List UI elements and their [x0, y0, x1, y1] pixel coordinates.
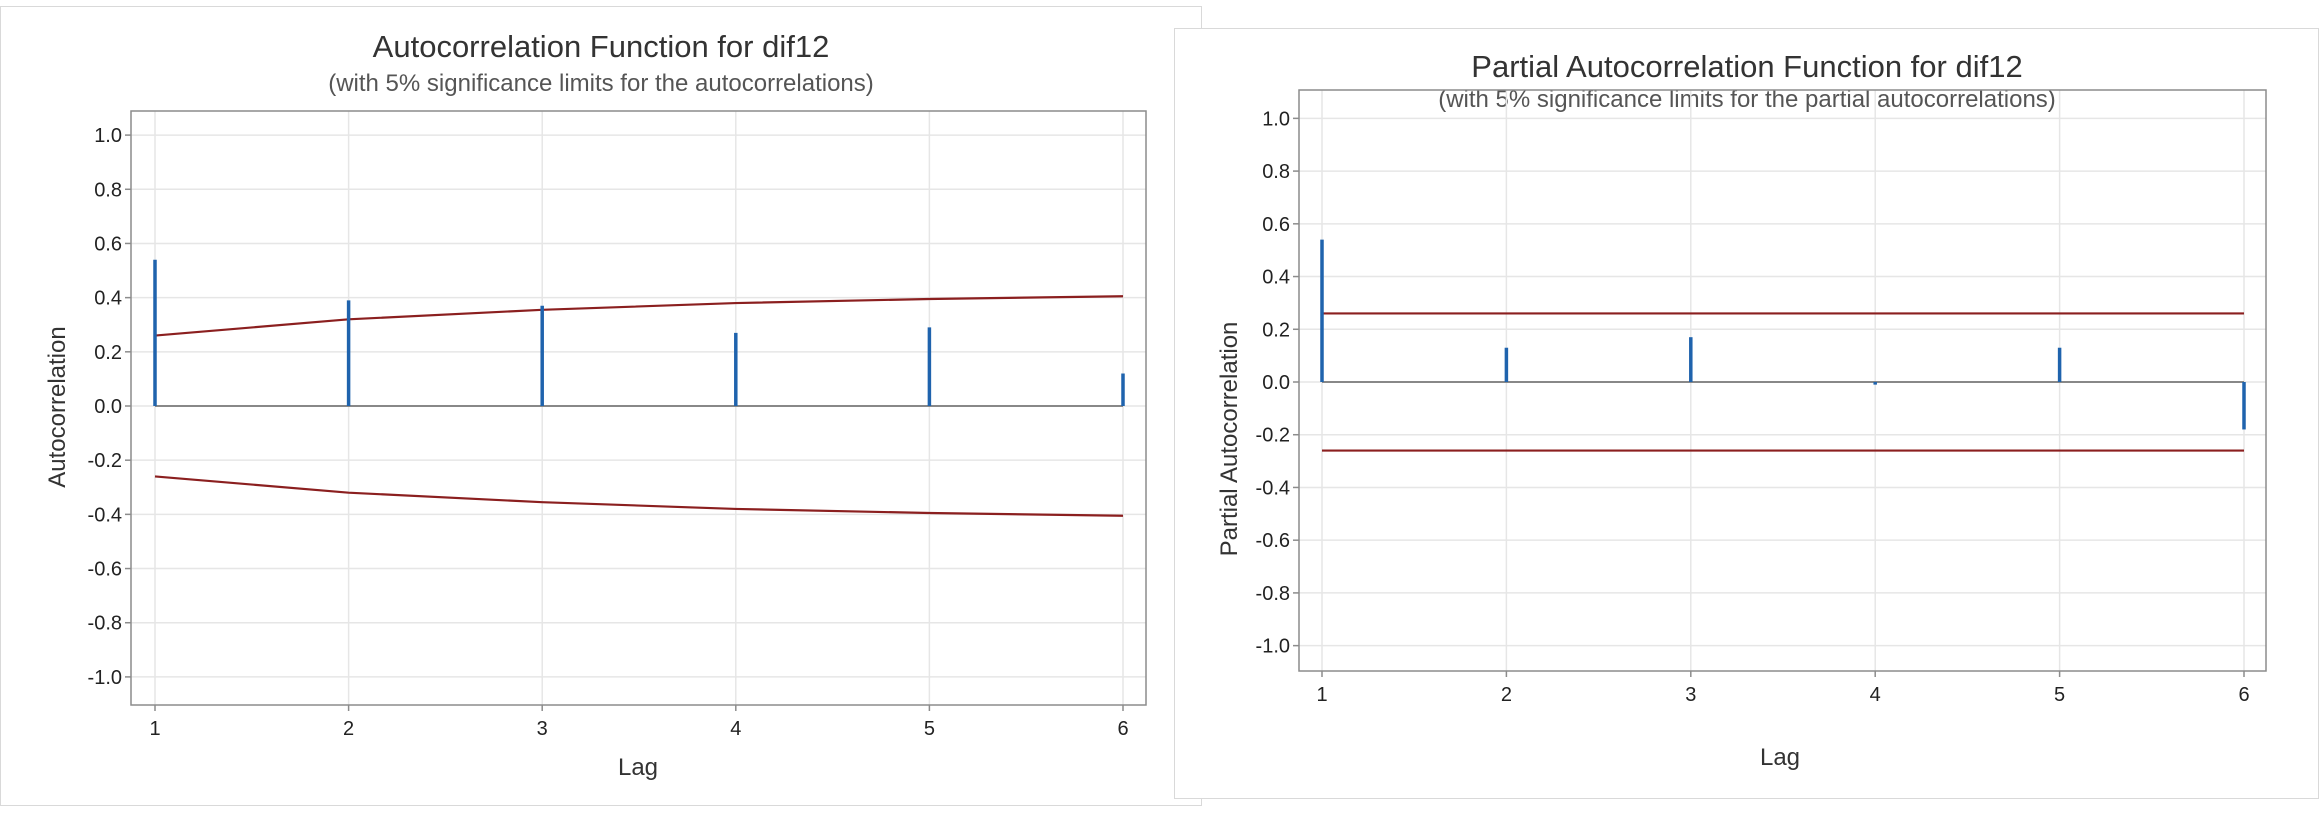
- pacf-y-tick-label: 0.0: [1262, 372, 1290, 394]
- acf-y-tick-label: 0.4: [94, 288, 122, 310]
- pacf-y-axis-label: Partial Autocorrelation: [1216, 322, 1243, 557]
- pacf-chart-panel: Partial Autocorrelation Function for dif…: [1174, 28, 2319, 799]
- acf-y-tick-label: 1.0: [94, 125, 122, 147]
- acf-y-tick-label: 0.6: [94, 233, 122, 255]
- acf-y-tick-label: -0.2: [88, 450, 122, 472]
- pacf-y-tick-label: 0.8: [1262, 161, 1290, 183]
- pacf-x-tick-label: 5: [2054, 684, 2065, 706]
- pacf-y-tick-label: 0.6: [1262, 214, 1290, 236]
- pacf-x-tick-label: 4: [1870, 684, 1881, 706]
- pacf-y-tick-label: 0.2: [1262, 319, 1290, 341]
- acf-x-tick-label: 5: [924, 718, 935, 740]
- pacf-x-tick-label: 2: [1501, 684, 1512, 706]
- acf-chart-title: Autocorrelation Function for dif12: [373, 29, 830, 64]
- acf-x-tick-label: 1: [149, 718, 160, 740]
- pacf-x-axis-label: Lag: [1760, 744, 1800, 771]
- pacf-x-tick-label: 1: [1316, 684, 1327, 706]
- pacf-y-tick-label: -0.6: [1256, 530, 1290, 552]
- pacf-chart-title: Partial Autocorrelation Function for dif…: [1471, 49, 2022, 84]
- pacf-x-tick-label: 3: [1685, 684, 1696, 706]
- acf-y-tick-label: 0.2: [94, 342, 122, 364]
- pacf-plot-frame: [1298, 89, 2267, 672]
- acf-chart-subtitle: (with 5% significance limits for the aut…: [328, 70, 874, 97]
- acf-chart-panel: Autocorrelation Function for dif12 (with…: [0, 6, 1202, 806]
- acf-chart: Autocorrelation Function for dif12 (with…: [44, 29, 1147, 781]
- acf-upper-significance-limit: [154, 295, 1124, 337]
- acf-y-tick-label: -0.6: [88, 559, 122, 581]
- acf-y-tick-label: 0.8: [94, 179, 122, 201]
- acf-x-tick-label: 2: [343, 718, 354, 740]
- pacf-y-tick-label: -0.4: [1256, 477, 1290, 499]
- pacf-y-tick-label: -1.0: [1256, 636, 1290, 658]
- acf-x-tick-label: 3: [537, 718, 548, 740]
- pacf-chart: Partial Autocorrelation Function for dif…: [1216, 49, 2267, 771]
- acf-y-tick-label: -1.0: [88, 667, 122, 689]
- acf-x-tick-label: 4: [730, 718, 741, 740]
- pacf-y-tick-label: -0.8: [1256, 583, 1290, 605]
- acf-y-tick-label: 0.0: [94, 396, 122, 418]
- acf-y-tick-label: -0.8: [88, 613, 122, 635]
- acf-plot-frame: [130, 110, 1147, 706]
- acf-x-tick-label: 6: [1117, 718, 1128, 740]
- acf-lower-significance-limit: [154, 475, 1124, 517]
- pacf-x-tick-label: 6: [2238, 684, 2249, 706]
- acf-y-axis-label: Autocorrelation: [44, 326, 71, 487]
- acf-y-tick-label: -0.4: [88, 504, 122, 526]
- pacf-y-tick-label: 0.4: [1262, 267, 1290, 289]
- acf-x-axis-label: Lag: [618, 754, 658, 781]
- pacf-y-tick-label: 1.0: [1262, 108, 1290, 130]
- pacf-y-tick-label: -0.2: [1256, 425, 1290, 447]
